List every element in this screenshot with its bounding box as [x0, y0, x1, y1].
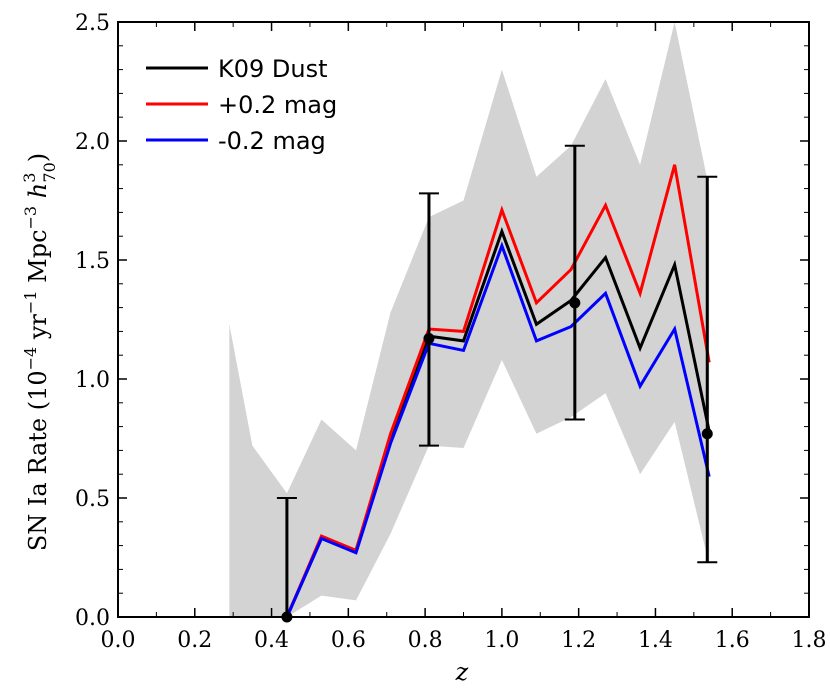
y-tick-label-2: 1.0	[75, 368, 110, 393]
ylabel-part-yr: yr	[24, 314, 52, 347]
data-point-3	[701, 428, 713, 440]
ylabel-part-h: h	[24, 183, 52, 206]
tick-layer: 0.0 0.2 0.4 0.6 0.8 1.0 1.2 1.4 1.6 1.8 0.0 0.5 1.0 1…	[75, 11, 827, 653]
ylabel-part-mpc: Mpc	[24, 229, 52, 290]
ylabel-part-exp2: −1	[21, 290, 40, 314]
x-tick-label-1: 0.2	[177, 628, 212, 653]
legend: K09 Dust +0.2 mag -0.2 mag	[146, 55, 337, 155]
series-layer	[285, 164, 711, 618]
y-tick-label-4: 2.0	[75, 130, 110, 155]
ylabel-part-exp3: −3	[21, 206, 40, 230]
y-tick-label-3: 1.5	[75, 249, 110, 274]
ylabel-part-main: SN Ia Rate (10	[24, 370, 52, 551]
ylabel-part-end: )	[24, 153, 52, 162]
data-point-1	[423, 333, 435, 345]
x-tick-label-7: 1.4	[638, 628, 673, 653]
ylabel-part-hsub: 70	[40, 162, 59, 182]
legend-label-1: +0.2 mag	[218, 91, 337, 119]
x-tick-label-6: 1.2	[561, 628, 596, 653]
y-axis-label: SN Ia Rate (10−4 yr−1 Mpc−3 h370)	[20, 153, 59, 551]
data-point-2	[569, 297, 581, 309]
legend-label-0: K09 Dust	[218, 55, 328, 83]
x-tick-label-5: 1.0	[484, 628, 519, 653]
legend-label-2: -0.2 mag	[218, 127, 326, 155]
x-axis-label: z	[455, 658, 469, 686]
y-tick-label-5: 2.5	[75, 11, 110, 36]
uncertainty-band	[229, 22, 710, 617]
ylabel-part-hsup: 3	[20, 173, 39, 183]
y-tick-label-1: 0.5	[75, 487, 110, 512]
x-tick-label-8: 1.6	[715, 628, 750, 653]
band-layer	[229, 22, 710, 617]
x-tick-label-2: 0.4	[254, 628, 289, 653]
x-tick-label-3: 0.6	[331, 628, 366, 653]
x-tick-label-9: 1.8	[792, 628, 827, 653]
y-tick-label-0: 0.0	[75, 606, 110, 631]
series-line-2	[285, 241, 711, 618]
x-tick-label-4: 0.8	[408, 628, 443, 653]
ylabel-part-exp1: −4	[21, 347, 40, 371]
x-tick-label-0: 0.0	[101, 628, 136, 653]
